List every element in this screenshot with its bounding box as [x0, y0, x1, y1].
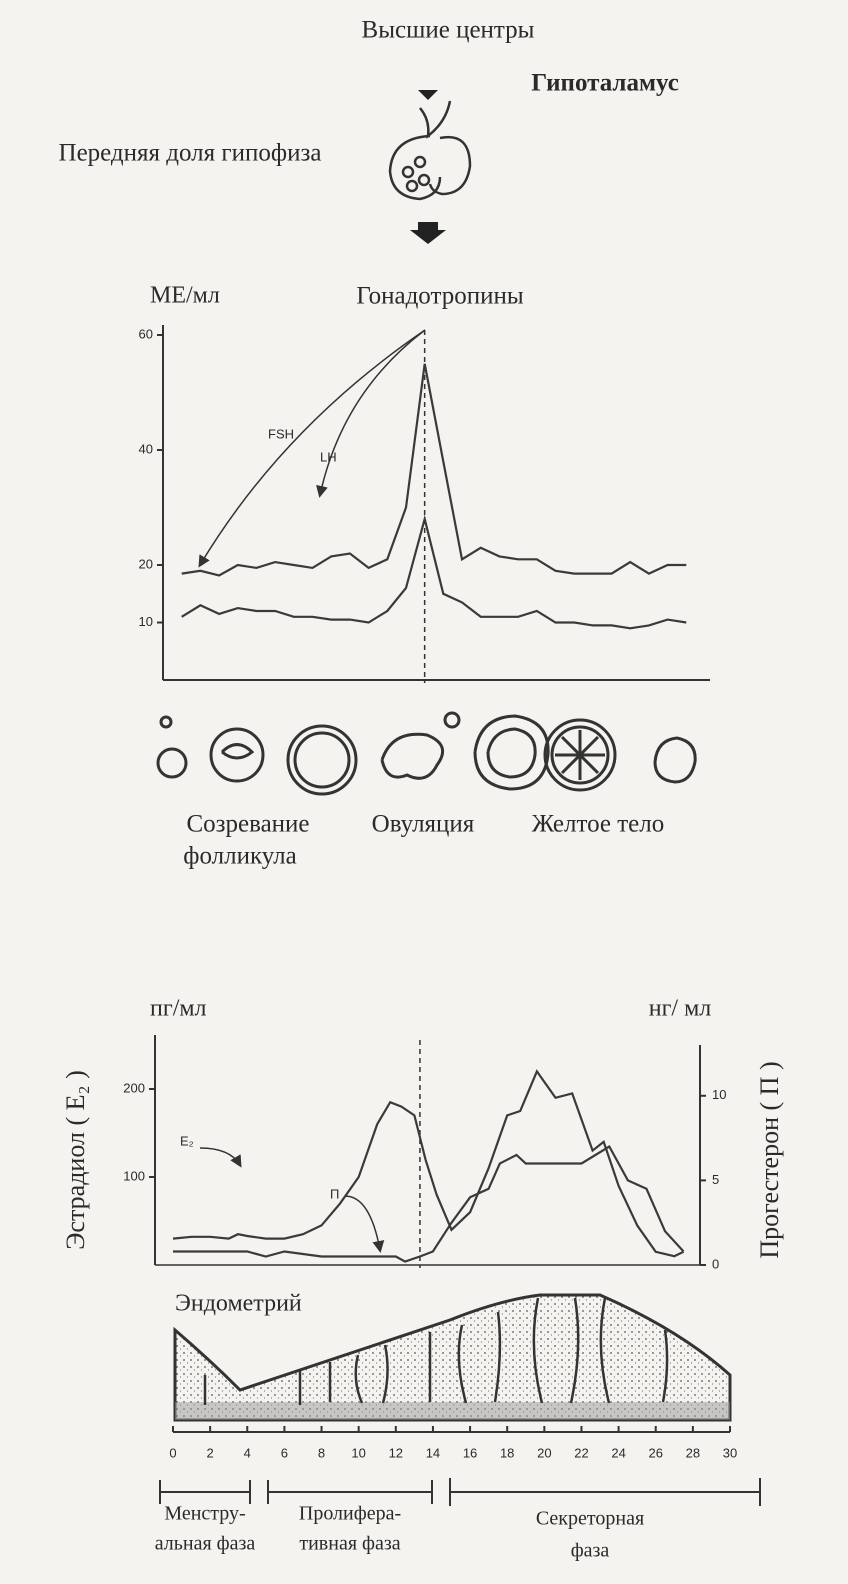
x-tick-label: 28 [686, 1445, 700, 1460]
series-line [181, 363, 687, 577]
chart-title: Гонадотропины [356, 283, 523, 310]
x-tick-label: 4 [244, 1445, 251, 1460]
ovulation-label: Овуляция [372, 811, 475, 838]
x-tick-label: 10 [351, 1445, 365, 1460]
pituitary-drawing [388, 100, 472, 201]
hypothalamus: Гипоталамус [531, 70, 679, 97]
phase-label: Секреторная [536, 1508, 644, 1530]
y2-axis-label: Прогестерон ( П ) [755, 1061, 784, 1258]
y-tick-label: 10 [139, 614, 153, 629]
x-tick-label: 0 [169, 1445, 176, 1460]
pituitary-label: Передняя доля гипофиза [59, 140, 322, 167]
series-label: LH [320, 449, 337, 464]
y-tick-label: 200 [123, 1080, 145, 1095]
phase-label: тивная фаза [299, 1533, 400, 1555]
y-tick-label: 40 [139, 441, 153, 456]
y2-tick-label: 5 [712, 1172, 719, 1187]
series-label: E₂ [180, 1133, 194, 1148]
higher-centers: Высшие центры [362, 17, 535, 44]
x-tick-label: 12 [389, 1445, 403, 1460]
series-line [181, 514, 687, 630]
annotation-arrow [316, 329, 426, 498]
x-tick-label: 30 [723, 1445, 737, 1460]
phase-label: альная фаза [155, 1533, 256, 1555]
x-tick-label: 14 [426, 1445, 440, 1460]
series-line [172, 1069, 685, 1258]
y-unit: МЕ/мл [150, 283, 220, 309]
x-tick-label: 16 [463, 1445, 477, 1460]
phase-label: фаза [571, 1540, 610, 1562]
x-tick-label: 22 [574, 1445, 588, 1460]
x-tick-label: 8 [318, 1445, 325, 1460]
phase-label: Пролифера- [299, 1503, 401, 1525]
follicle-label: Созревание [186, 811, 309, 838]
follicle-label: фолликула [183, 843, 296, 870]
y-tick-label: 20 [139, 556, 153, 571]
y2-tick-label: 10 [712, 1087, 726, 1102]
annotation-arrow [344, 1195, 385, 1253]
y2-tick-label: 0 [712, 1256, 719, 1271]
x-tick-label: 20 [537, 1445, 551, 1460]
x-tick-label: 26 [648, 1445, 662, 1460]
phase-label: Менстру- [164, 1503, 245, 1525]
big-arrow [410, 222, 446, 244]
series-line [173, 1144, 685, 1263]
x-tick-label: 24 [611, 1445, 625, 1460]
y-axis-label: Эстрадиол ( E₂ ) [61, 1070, 90, 1249]
series-label: FSH [268, 426, 294, 441]
y-tick-label: 60 [139, 326, 153, 341]
corpus-luteum-label: Желтое тело [532, 811, 664, 838]
small-arrow [418, 90, 438, 100]
y-tick-label: 100 [123, 1168, 145, 1183]
y-unit: пг/мл [150, 996, 207, 1022]
annotation-arrow [198, 329, 426, 568]
follicle-drawings [156, 711, 697, 796]
series-label: П [330, 1186, 339, 1201]
x-tick-label: 18 [500, 1445, 514, 1460]
x-tick-label: 6 [281, 1445, 288, 1460]
endometrium-label: Эндометрий [175, 1291, 302, 1317]
endometrium-drawing [173, 1293, 732, 1422]
phase-brackets [159, 1478, 761, 1506]
x-tick-label: 2 [207, 1445, 214, 1460]
annotation-arrow [199, 1147, 242, 1168]
y2-unit: нг/ мл [649, 996, 712, 1022]
